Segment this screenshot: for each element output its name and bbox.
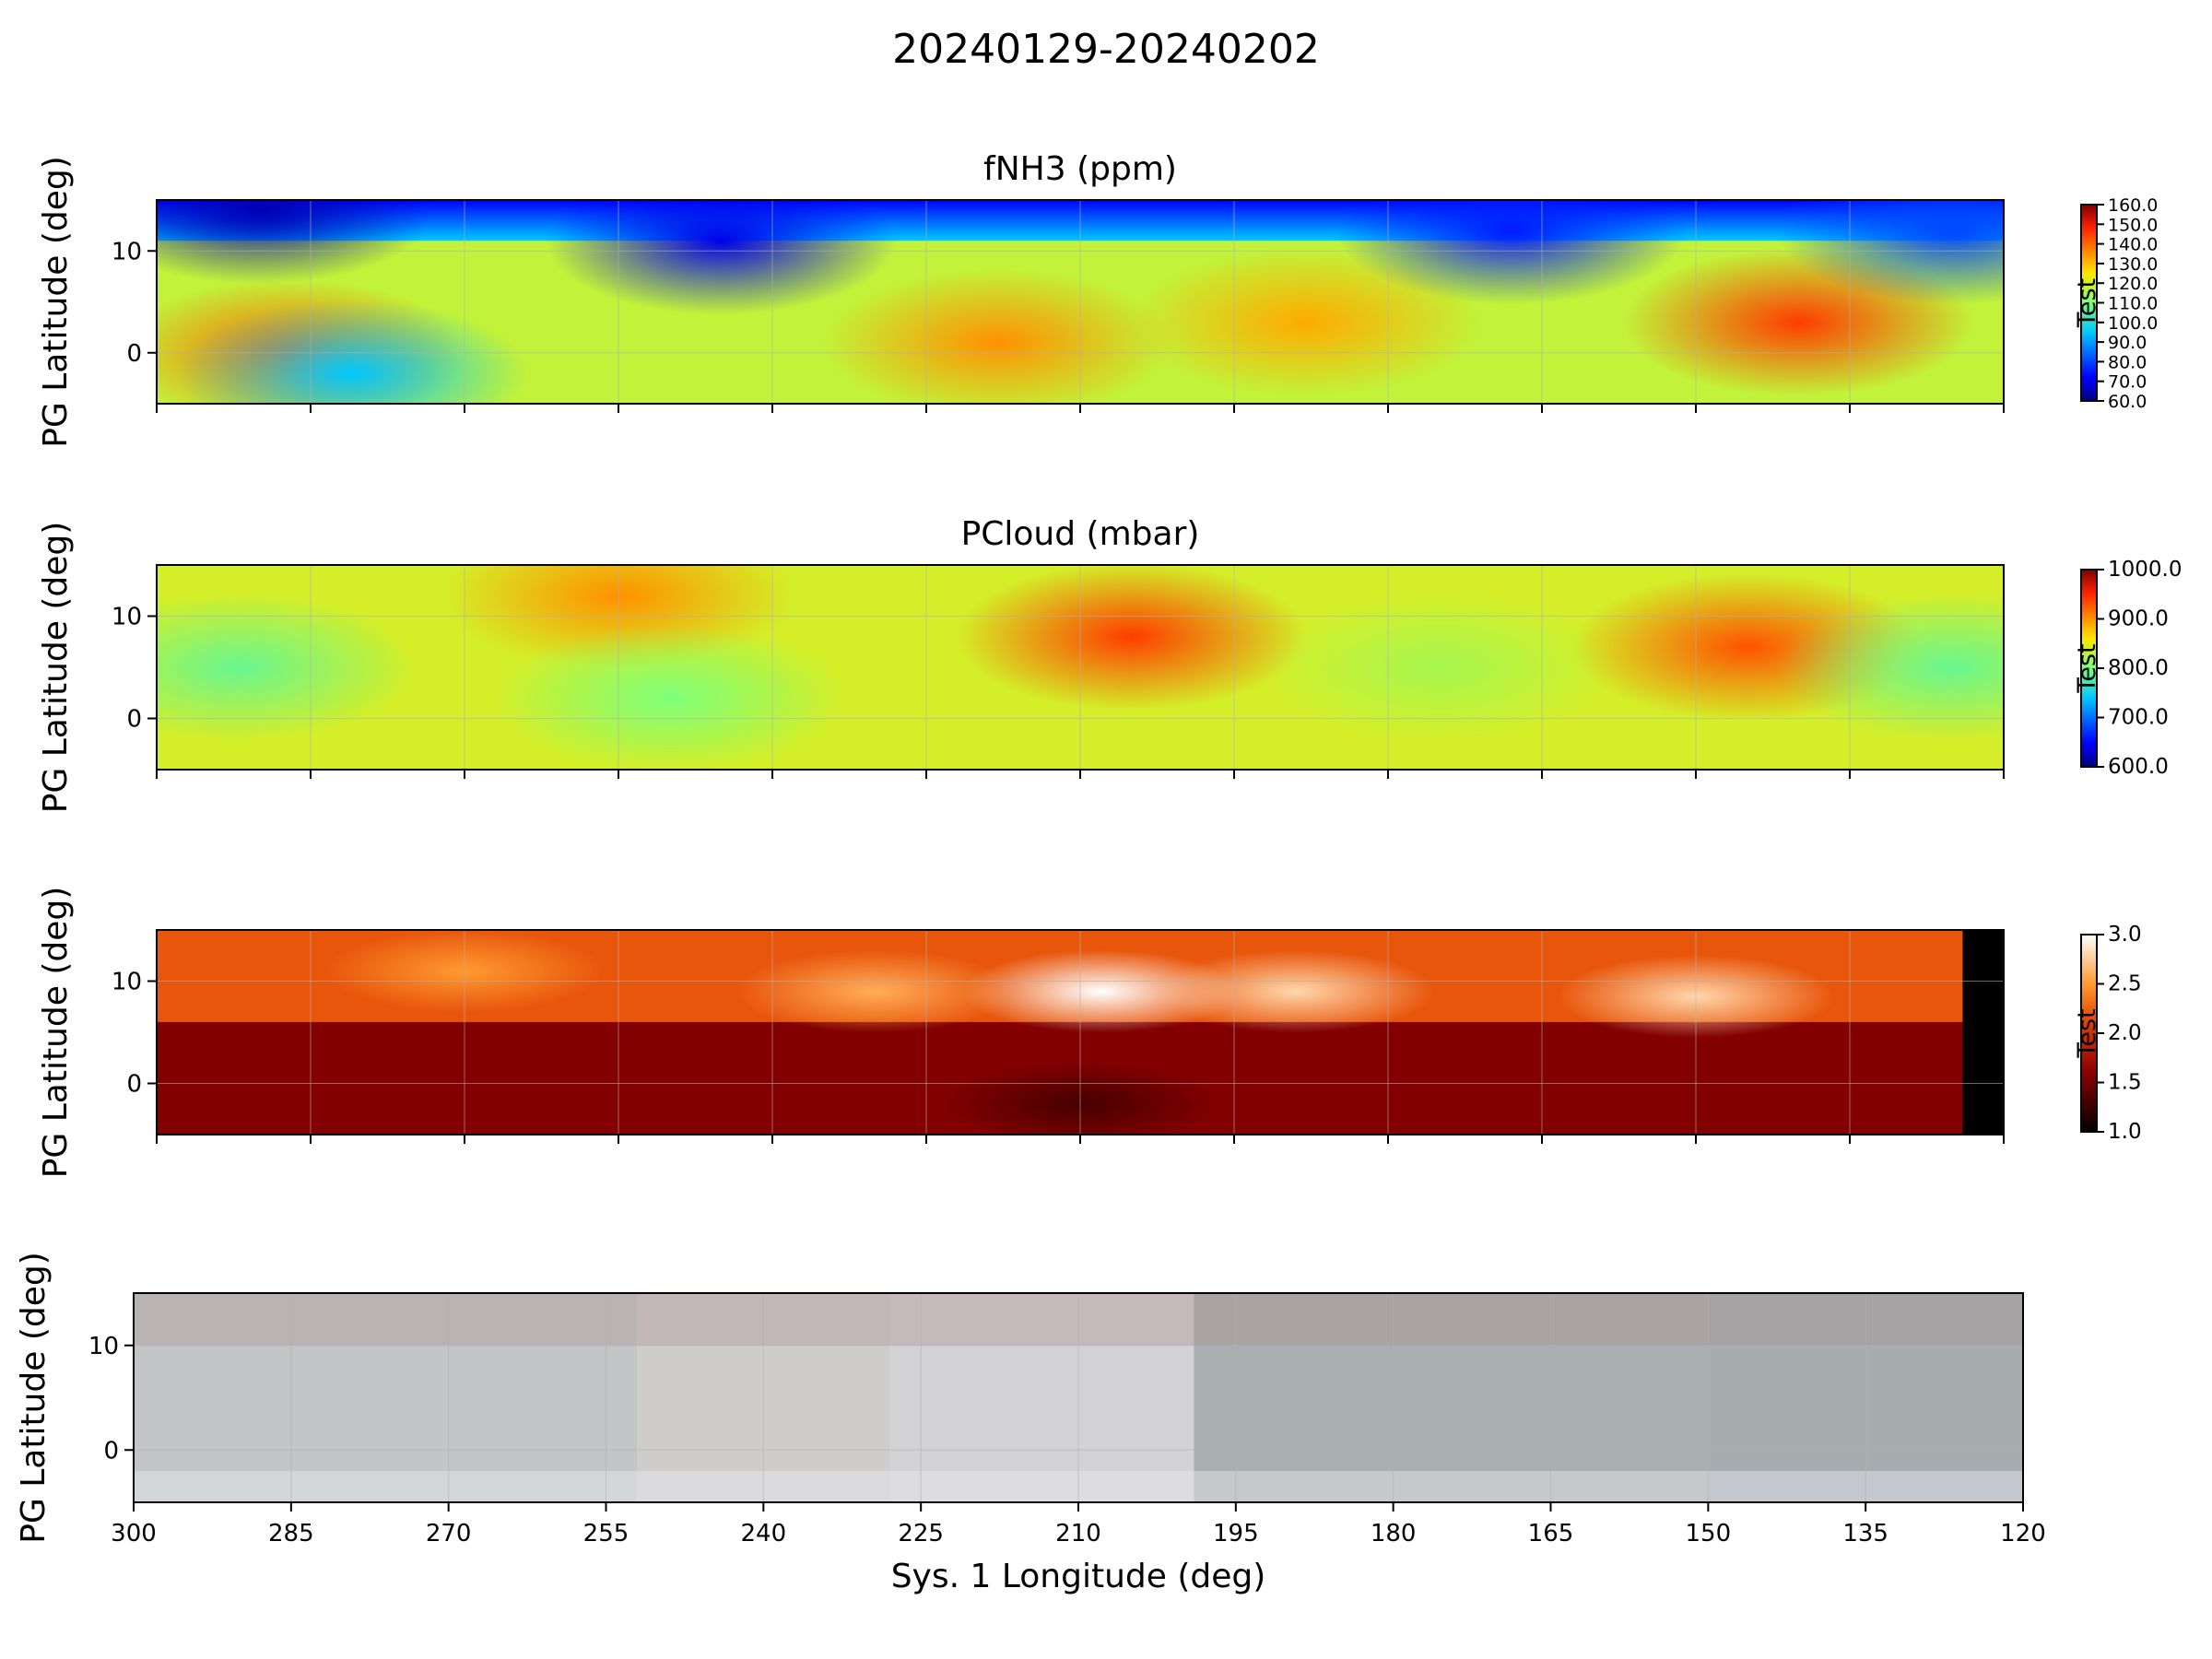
x-tick-label: 240 xyxy=(741,1520,787,1547)
x-tick-label: 180 xyxy=(1371,1520,1417,1547)
colorbar-tick-label: 80.0 xyxy=(2108,352,2147,372)
x-tick-label: 225 xyxy=(898,1520,944,1547)
x-axis-label: Sys. 1 Longitude (deg) xyxy=(891,1558,1266,1595)
panel-3: 10 0 PG Latitude (deg) 1.0 1.5 2.0 2.5 3.0 Test xyxy=(37,887,2142,1179)
panel-4: 10 0 PG Latitude (deg) 300 285 270 255 240 225 21… xyxy=(15,1252,2046,1595)
colorbar-tick-label: 1.0 xyxy=(2108,1120,2142,1144)
colorbar: 60.070.080.090.0100.0110.0120.0130.0140.… xyxy=(2073,195,2158,412)
heatmap-feature xyxy=(495,624,845,771)
y-tick-label: 0 xyxy=(126,1071,142,1099)
y-tick-label: 10 xyxy=(88,1333,119,1360)
heatmap-feature xyxy=(177,300,527,447)
colorbar-tick-label: 130.0 xyxy=(2108,254,2158,275)
x-tick-label: 210 xyxy=(1055,1520,1101,1547)
x-tick-label: 135 xyxy=(1842,1520,1888,1547)
colorbar-tick-label: 150.0 xyxy=(2108,215,2158,235)
x-tick-label: 255 xyxy=(583,1520,629,1547)
y-axis-label: PG Latitude (deg) xyxy=(37,156,75,448)
colorbar-tick-label: 110.0 xyxy=(2108,294,2158,314)
x-tick-label: 195 xyxy=(1213,1520,1259,1547)
colorbar-tick-label: 90.0 xyxy=(2108,333,2147,353)
no-data-strip xyxy=(1962,930,2004,1135)
figure-title: 20240129-20240202 xyxy=(892,26,1320,73)
colorbar-label: Test xyxy=(2073,278,2101,328)
x-tick-label: 270 xyxy=(426,1520,472,1547)
colorbar-tick-label: 1.5 xyxy=(2108,1071,2142,1095)
colorbar-tick-label: 2.0 xyxy=(2108,1021,2142,1045)
heatmap-feature xyxy=(957,563,1307,711)
colorbar-tick-label: 140.0 xyxy=(2108,235,2158,255)
heatmap-field xyxy=(157,929,2004,1145)
x-tick-label: 285 xyxy=(268,1520,314,1547)
colorbar-tick-label: 3.0 xyxy=(2108,923,2142,947)
colorbar-tick-label: 70.0 xyxy=(2108,372,2147,393)
panel-1: fNH3 (ppm) 10 0 PG Latitude (deg) 60.070.080… xyxy=(37,136,2158,448)
y-tick-label: 0 xyxy=(126,340,142,368)
x-tick-label: 150 xyxy=(1686,1520,1732,1547)
colorbar-label: Test xyxy=(2073,643,2101,693)
colorbar-tick-label: 800.0 xyxy=(2108,656,2169,680)
heatmap-feature xyxy=(1336,157,1687,304)
y-axis-label: PG Latitude (deg) xyxy=(15,1252,53,1544)
y-tick-label: 0 xyxy=(103,1437,119,1465)
heatmap-feature xyxy=(823,269,1173,417)
x-tick-label: 300 xyxy=(111,1520,157,1547)
colorbar-tick-label: 100.0 xyxy=(2108,313,2158,334)
colorbar-tick-label: 600.0 xyxy=(2108,755,2169,779)
colorbar-tick-label: 160.0 xyxy=(2108,195,2158,216)
y-tick-label: 0 xyxy=(126,706,142,734)
x-tick-label: 165 xyxy=(1528,1520,1574,1547)
colorbar-tick-label: 2.5 xyxy=(2108,972,2142,996)
y-axis-label: PG Latitude (deg) xyxy=(37,522,75,814)
heatmap-field xyxy=(64,522,2127,771)
panel-2: PCloud (mbar) 10 0 PG Latitude (deg) 600.0 70… xyxy=(37,515,2182,813)
panel-title: PCloud (mbar) xyxy=(961,515,1200,553)
y-axis-label: PG Latitude (deg) xyxy=(37,887,75,1179)
heatmap-feature xyxy=(546,167,896,314)
y-tick-label: 10 xyxy=(112,238,142,265)
colorbar: 1.0 1.5 2.0 2.5 3.0 Test xyxy=(2073,923,2142,1144)
colorbar-tick-label: 120.0 xyxy=(2108,274,2158,294)
colorbar-tick-label: 700.0 xyxy=(2108,706,2169,730)
heatmap-feature xyxy=(1158,950,1434,1033)
colorbar: 600.0 700.0 800.0 900.0 1000.0 Test xyxy=(2073,558,2182,779)
heatmap-field xyxy=(134,1293,2023,1502)
y-tick-label: 10 xyxy=(112,969,142,996)
colorbar-tick-label: 60.0 xyxy=(2108,392,2147,412)
y-tick-label: 10 xyxy=(112,604,142,631)
heatmap-feature xyxy=(736,950,1013,1033)
colorbar-label: Test xyxy=(2073,1008,2101,1058)
colorbar-tick-label: 900.0 xyxy=(2108,607,2169,631)
x-tick-label: 120 xyxy=(2000,1520,2046,1547)
panel-title: fNH3 (ppm) xyxy=(983,150,1177,188)
colorbar-tick-label: 1000.0 xyxy=(2108,558,2182,582)
